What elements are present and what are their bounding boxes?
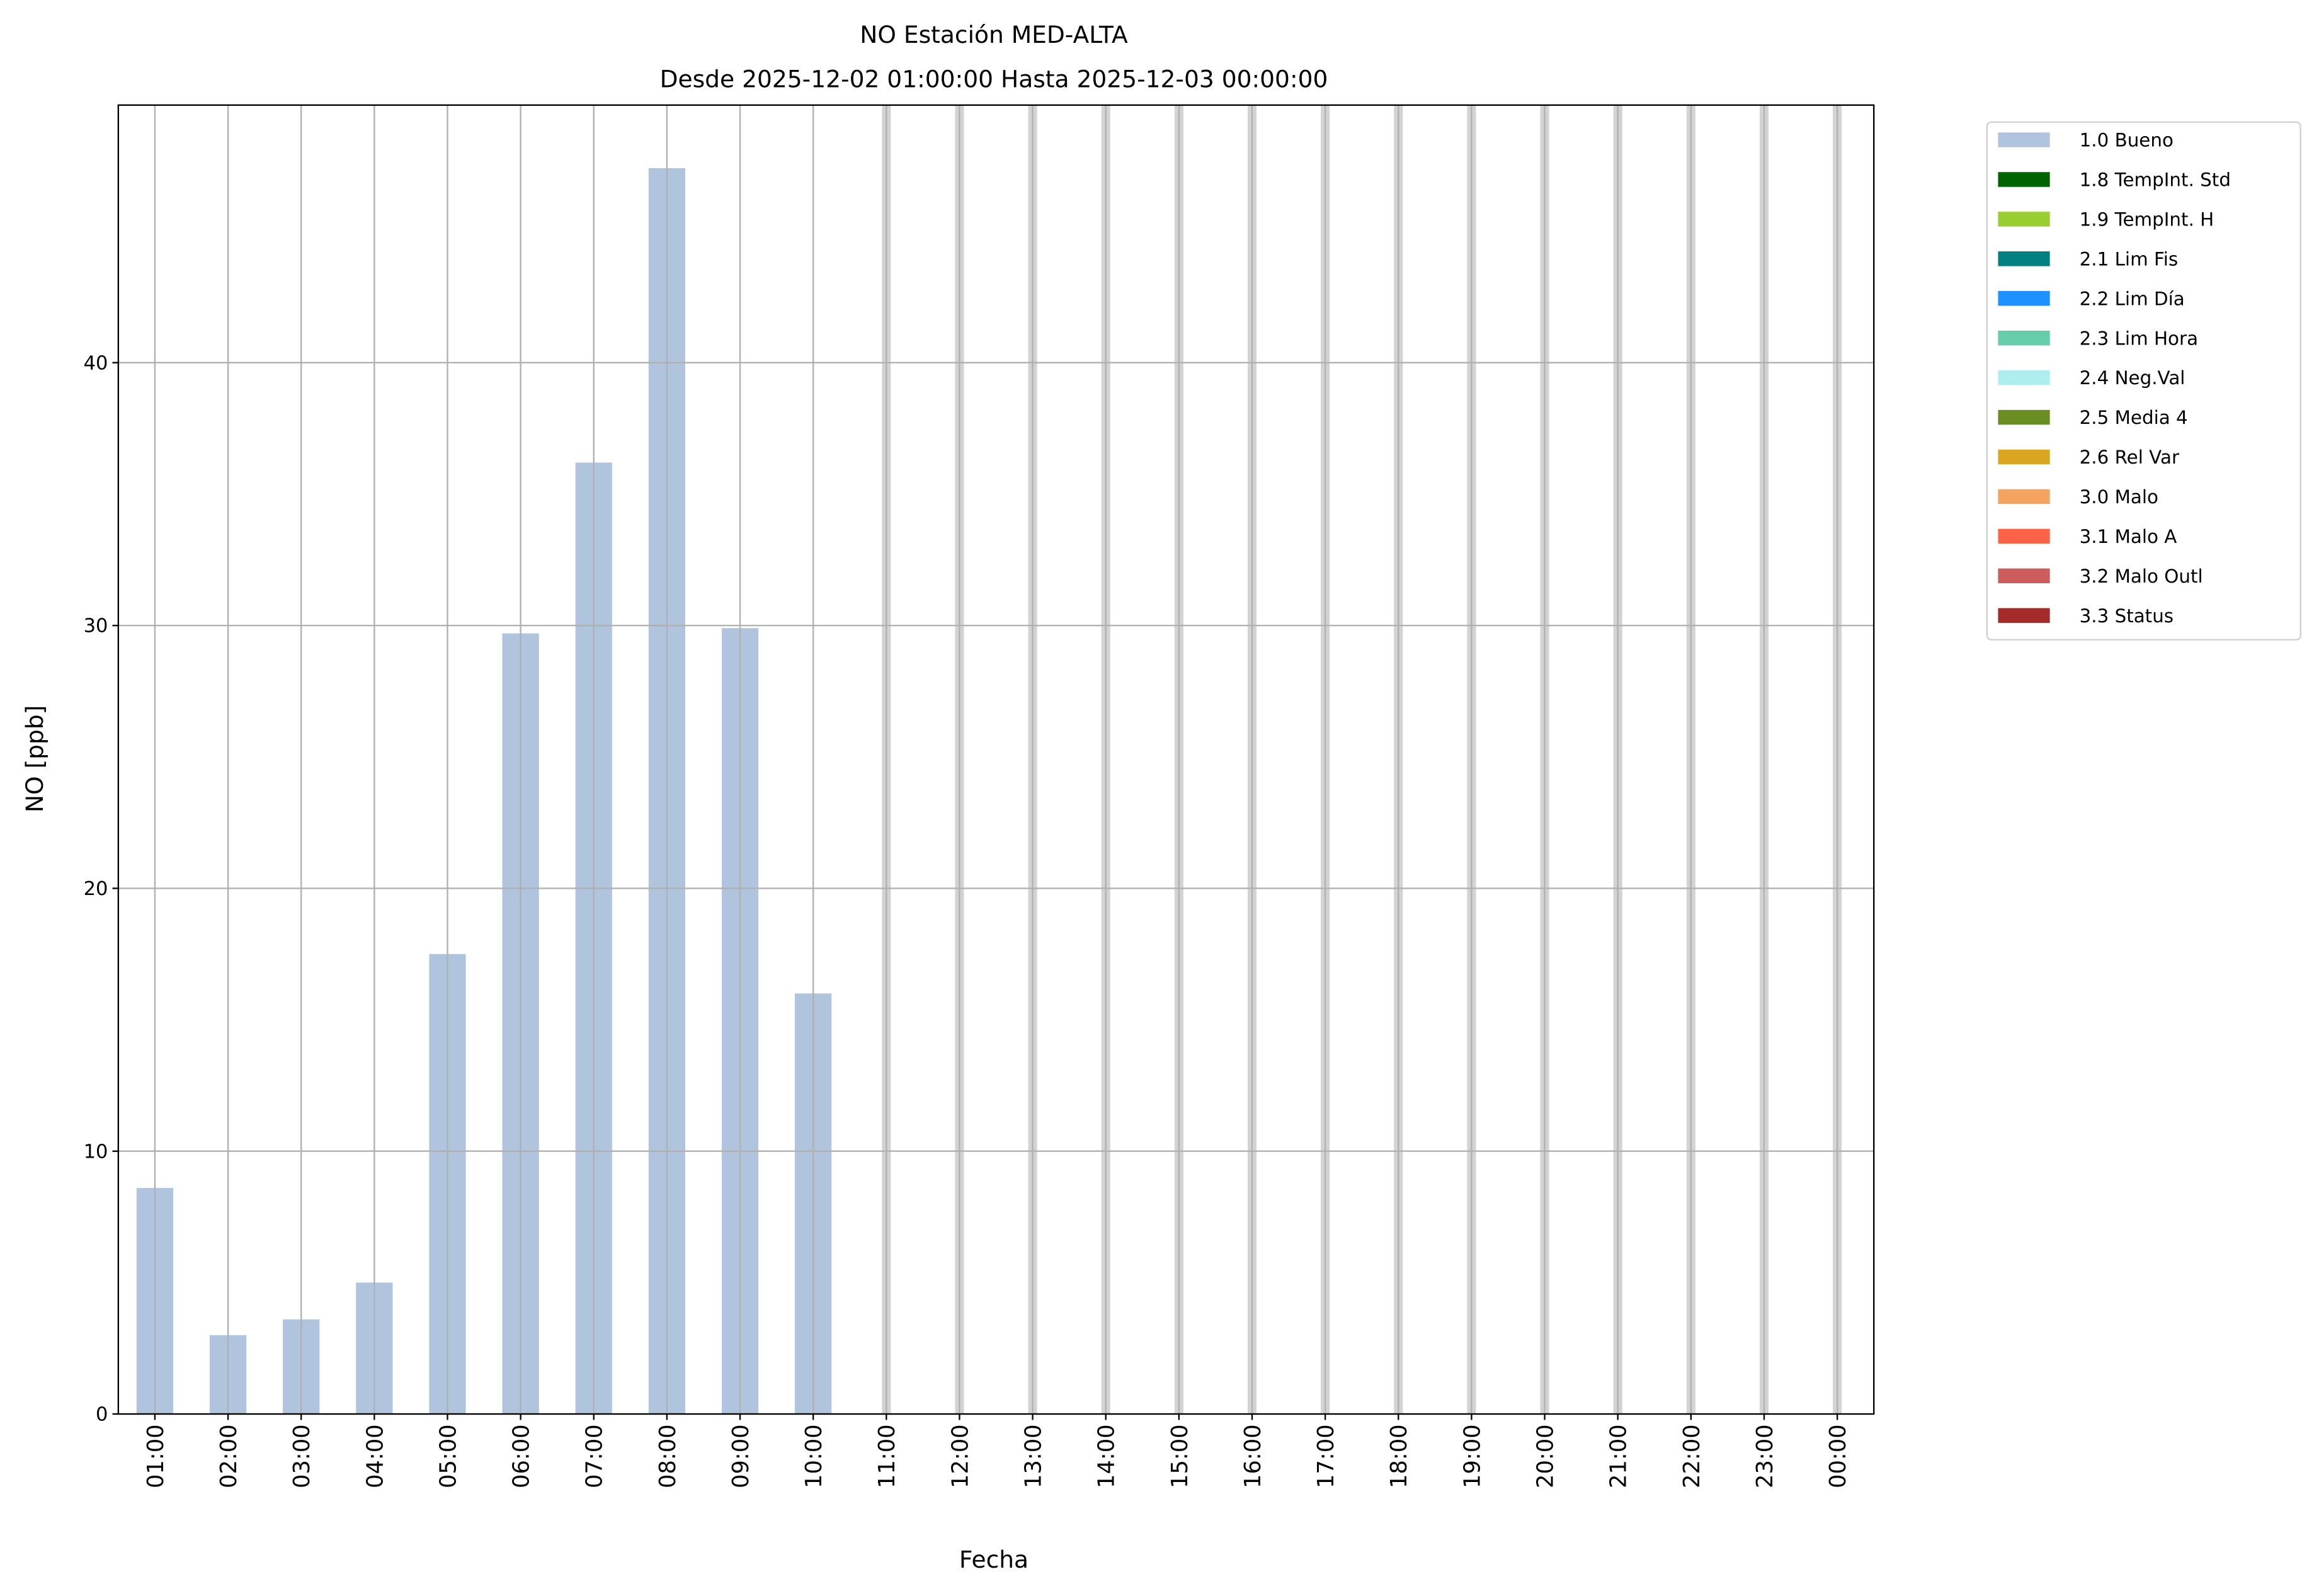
- legend-label: 1.0 Bueno: [2080, 130, 2174, 151]
- legend-label: 1.8 TempInt. Std: [2080, 169, 2231, 191]
- legend-swatch: [1998, 330, 2050, 346]
- legend-swatch: [1998, 489, 2050, 504]
- x-tick-label: 01:00: [143, 1424, 169, 1488]
- y-tick-label: 0: [96, 1404, 108, 1426]
- x-tick-label: 15:00: [1167, 1424, 1193, 1488]
- legend-swatch: [1998, 449, 2050, 465]
- legend-label: 1.9 TempInt. H: [2080, 208, 2214, 230]
- x-tick-label: 13:00: [1021, 1424, 1047, 1488]
- plot-frame: [117, 104, 1875, 1415]
- x-tick-label: 16:00: [1240, 1424, 1266, 1488]
- legend-swatch: [1998, 291, 2050, 306]
- x-tick-label: 17:00: [1313, 1424, 1339, 1488]
- legend-label: 2.6 Rel Var: [2080, 447, 2180, 468]
- legend-swatch: [1998, 608, 2050, 623]
- legend-swatch: [1998, 568, 2050, 584]
- legend-swatch: [1998, 172, 2050, 187]
- legend-box: [1986, 121, 2301, 641]
- legend-label: 3.1 Malo A: [2080, 526, 2177, 547]
- x-tick-label: 11:00: [874, 1424, 900, 1488]
- x-tick-label: 02:00: [216, 1424, 242, 1488]
- y-tick-label: 40: [84, 352, 108, 374]
- legend: 1.0 Bueno 1.8 TempInt. Std 1.9 TempInt. H 2…: [1986, 121, 2301, 641]
- x-tick-label: 06:00: [509, 1424, 535, 1488]
- x-axis-label: Fecha: [959, 1546, 1028, 1573]
- x-tick-label: 14:00: [1094, 1424, 1120, 1488]
- legend-label: 2.2 Lim Día: [2080, 288, 2185, 309]
- x-tick-label: 07:00: [582, 1424, 608, 1488]
- legend-label: 3.3 Status: [2080, 605, 2174, 627]
- y-tick-label: 20: [84, 878, 108, 900]
- legend-label: 2.4 Neg.Val: [2080, 367, 2185, 389]
- x-tick-label: 12:00: [947, 1424, 973, 1488]
- legend-swatch: [1998, 528, 2050, 544]
- legend-label: 2.3 Lim Hora: [2080, 328, 2198, 349]
- x-tick-label: 09:00: [728, 1424, 754, 1488]
- legend-label: 2.5 Media 4: [2080, 407, 2188, 428]
- y-tick-label: 10: [84, 1141, 108, 1163]
- x-tick-label: 23:00: [1752, 1424, 1778, 1488]
- y-axis-label: NO [ppb]: [21, 705, 48, 812]
- x-tick-label: 04:00: [362, 1424, 388, 1488]
- x-tick-label: 20:00: [1532, 1424, 1558, 1488]
- legend-swatch: [1998, 409, 2050, 425]
- x-tick-label: 10:00: [801, 1424, 827, 1488]
- x-tick-label: 18:00: [1386, 1424, 1412, 1488]
- legend-label: 3.2 Malo Outl: [2080, 566, 2203, 587]
- y-tick-label: 30: [84, 615, 108, 637]
- x-tick-label: 22:00: [1679, 1424, 1705, 1488]
- legend-swatch: [1998, 132, 2050, 147]
- x-tick-label: 21:00: [1606, 1424, 1632, 1488]
- x-tick-label: 19:00: [1459, 1424, 1485, 1488]
- x-tick-label: 08:00: [655, 1424, 681, 1488]
- legend-swatch: [1998, 251, 2050, 266]
- x-tick-label: 00:00: [1825, 1424, 1851, 1488]
- legend-swatch: [1998, 370, 2050, 385]
- chart-subtitle: Desde 2025-12-02 01:00:00 Hasta 2025-12-…: [660, 66, 1328, 93]
- legend-swatch: [1998, 212, 2050, 227]
- x-tick-label: 05:00: [435, 1424, 461, 1488]
- x-tick-label: 03:00: [289, 1424, 315, 1488]
- chart-title: NO Estación MED-ALTA: [860, 21, 1128, 48]
- legend-label: 3.0 Malo: [2080, 486, 2158, 508]
- legend-label: 2.1 Lim Fis: [2080, 248, 2179, 270]
